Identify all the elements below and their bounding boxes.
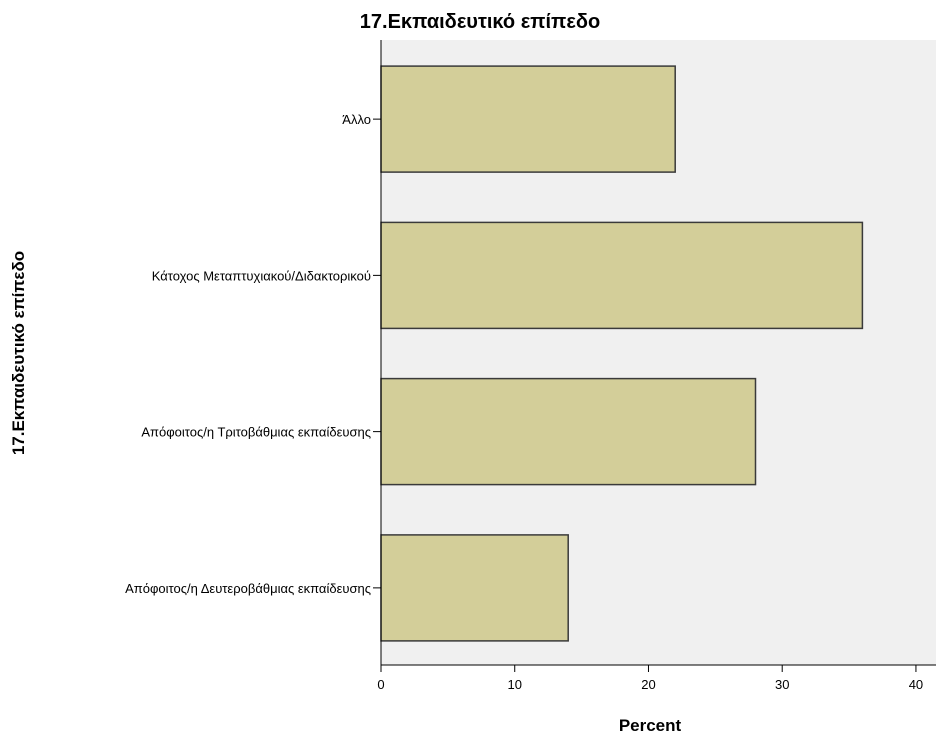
bar-2 <box>380 377 757 486</box>
x-tick-label-2: 20 <box>641 677 655 692</box>
category-label-1: Κάτοχος Μεταπτυχιακού/Διδακτορικού <box>152 268 371 283</box>
bar-0 <box>380 65 676 173</box>
x-tick-label-3: 30 <box>775 677 789 692</box>
category-label-2: Απόφοιτος/η Τριτοβάθμιας εκπαίδευσης <box>141 425 371 440</box>
bar-3 <box>380 534 569 642</box>
category-label-3: Απόφοιτος/η Δευτεροβάθμιας εκπαίδευσης <box>125 581 371 596</box>
x-ticks-group: 0 10 20 30 40 <box>377 665 923 692</box>
category-label-0: Άλλο <box>342 112 371 127</box>
x-tick-label-1: 10 <box>508 677 522 692</box>
x-tick-label-4: 40 <box>909 677 923 692</box>
bar-1 <box>380 221 864 330</box>
x-tick-label-0: 0 <box>377 677 384 692</box>
chart-title: 17.Εκπαιδευτικό επίπεδο <box>360 11 600 33</box>
category-labels: Άλλο Κάτοχος Μεταπτυχιακού/Διδακτορικού Απ… <box>125 112 381 596</box>
bars-group <box>380 65 864 642</box>
y-axis-title: 17.Εκπαιδευτικό επίπεδο <box>9 251 28 455</box>
x-axis-title: Percent <box>619 716 682 735</box>
